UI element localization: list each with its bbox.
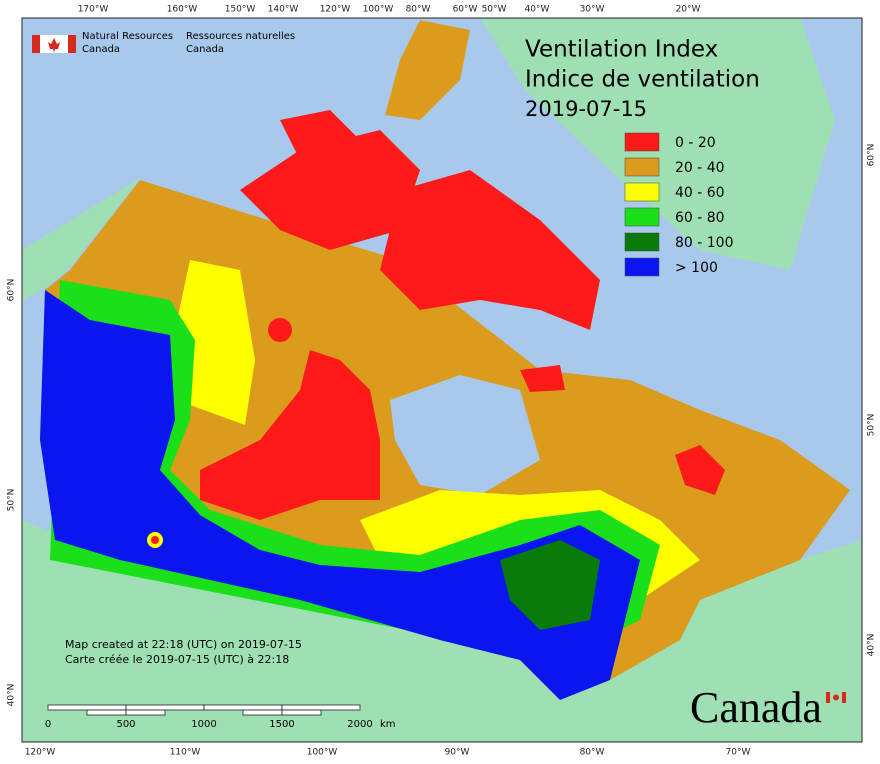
map-border [21,17,863,743]
zone-0-20 [268,318,292,342]
legend-label: 60 - 80 [675,210,725,226]
arctic-islands [240,130,420,250]
legend-label: 40 - 60 [675,185,725,201]
longitude-label: 100°W [363,5,394,15]
longitude-label: 110°W [170,748,201,758]
scale-label: 500 [116,719,135,730]
graticule-labels: 170°W 160°W 150°W 140°W 120°W 100°W 80°W 60°W 50… [7,5,877,758]
longitude-label: 120°W [320,5,351,15]
canada-wordmark: Canada [690,683,846,732]
latitude-label: 60°N [867,144,877,167]
scale-label: 1000 [191,719,216,730]
title-line: Indice de ventilation [525,67,760,93]
flag-bar [826,692,830,703]
hudson-bay [390,375,540,495]
scale-bar: 0 500 1000 1500 2000 km [45,704,396,730]
latitude-label: 60°N [7,279,17,302]
scale-segment [86,709,127,716]
zone-80-100 [500,540,600,630]
latitude-label: 40°N [7,684,17,707]
longitude-label: 160°W [167,5,198,15]
scale-segment [125,709,166,716]
longitude-label: 20°W [676,5,701,15]
longitude-label: 90°W [445,748,470,758]
legend-label: 0 - 20 [675,135,716,151]
flag-bar [68,35,76,53]
zone-over-100 [40,290,640,700]
longitude-label: 60°W [453,5,478,15]
longitude-label: 170°W [78,5,109,15]
scale-label: 0 [45,719,51,730]
zone-0-20 [675,445,725,495]
agency-signature: Natural Resources Canada Ressources natu… [32,31,295,55]
maple-leaf [833,694,839,701]
longitude-label: 40°W [525,5,550,15]
longitude-label: 50°W [482,5,507,15]
legend-swatch [624,157,660,177]
scale-segment [47,704,127,711]
maple-leaf [48,38,60,53]
baffin-island [380,170,600,330]
longitude-label: 150°W [225,5,256,15]
legend-swatch [624,182,660,202]
scale-segment [281,704,361,711]
latitude-label: 40°N [867,634,877,657]
title-line: Ventilation Index [525,37,718,63]
legend: 0 - 20 20 - 40 40 - 60 60 - 80 80 - 100 > 100 [624,132,734,277]
longitude-label: 100°W [307,748,338,758]
longitude-label: 120°W [25,748,56,758]
legend-swatch [624,232,660,252]
legend-label: 20 - 40 [675,160,725,176]
scale-unit: km [380,719,396,730]
north-greenland [385,20,470,120]
arctic-islands [280,110,360,160]
longitude-label: 80°W [580,748,605,758]
title: Ventilation Index Indice de ventilation … [525,37,760,122]
wordmark: Canada [690,683,822,732]
scale-segment [242,709,283,716]
scale-segment [281,709,322,716]
longitude-label: 80°W [406,5,431,15]
zone-40-60 [175,260,255,425]
scale-segment [125,704,205,711]
credit: Map created at 22:18 (UTC) on 2019-07-15 [65,638,302,651]
agency-en: Canada [82,44,120,55]
scale-segment [203,704,283,711]
agency-fr: Ressources naturelles [186,31,295,42]
legend-swatch [624,207,660,227]
zone-0-20 [151,536,159,544]
legend-label: 80 - 100 [675,235,734,251]
title-line: 2019-07-15 [525,97,647,121]
longitude-label: 140°W [268,5,299,15]
legend-label: > 100 [675,260,718,276]
agency-fr: Canada [186,44,224,55]
southampton-island [520,365,565,392]
scale-label: 1500 [269,719,294,730]
legend-swatch [624,257,660,277]
credit: Carte créée le 2019-07-15 (UTC) à 22:18 [65,653,289,666]
scale-label: 2000 [347,719,372,730]
longitude-label: 70°W [726,748,751,758]
united-states [22,520,862,742]
flag-bar [842,692,846,703]
legend-swatch [624,132,660,152]
latitude-label: 50°N [867,414,877,437]
alaska [22,178,140,300]
map-body [21,17,863,743]
latitude-label: 50°N [7,489,17,512]
flag-bar [32,35,40,53]
agency-en: Natural Resources [82,31,173,42]
longitude-label: 30°W [580,5,605,15]
zone-0-20 [200,350,380,520]
